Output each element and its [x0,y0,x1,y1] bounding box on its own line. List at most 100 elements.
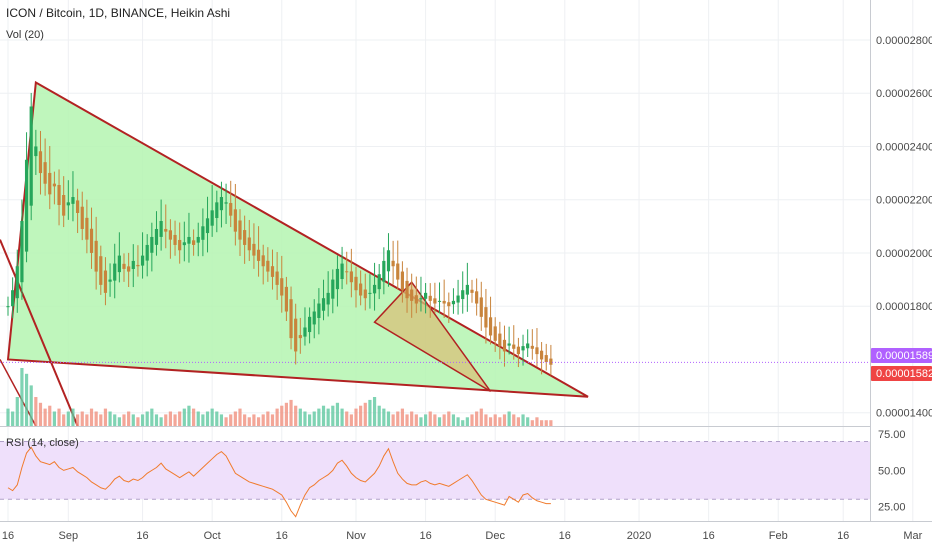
volume-bar [521,414,525,426]
volume-bar [229,414,233,426]
candle-body [252,243,256,256]
volume-bar [331,405,335,426]
candle-body [308,316,312,333]
volume-bar [540,420,544,426]
volume-bar [368,399,372,426]
candle-body [326,292,330,305]
volume-bar [405,414,409,426]
candle-body [386,250,391,272]
price-axis[interactable]: 0.00002800 0.00002600 0.00002400 0.00002200… [876,35,932,420]
volume-bar [247,417,251,426]
candle-body [159,220,163,237]
volume-bar [298,408,302,426]
price-tick-label: 0.00001800 [876,301,932,313]
pattern-drawings[interactable] [0,80,589,427]
candle-body [391,260,395,267]
volume-indicator-label[interactable]: Vol (20) [6,29,44,41]
candle-body [377,274,381,290]
falling-wedge [373,281,492,393]
candle-body [256,249,261,261]
rsi-indicator-label[interactable]: RSI (14, close) [6,437,79,449]
volume-bar [85,414,89,426]
last-price-badge: 0.00001582 [871,366,932,381]
volume-bar [238,408,242,426]
volume-bar [71,408,75,426]
candle-body [349,271,353,283]
volume-bar [391,414,395,426]
candle-body [410,289,414,301]
candle-body [437,300,442,302]
volume-bar [433,414,437,426]
volume-bar [507,411,511,426]
falling-triangle [6,80,589,398]
symbol-title[interactable]: ICON / Bitcoin, 1D, BINANCE, Heikin Ashi [6,6,230,20]
candle-body [243,230,247,245]
candle-body [526,343,530,349]
candle-body [11,290,15,307]
volume-bar [321,405,326,426]
candle-body [442,300,446,304]
volume-bar [159,417,163,426]
candle-body [201,226,205,240]
volume-bar [164,414,168,426]
volume-bar [154,414,159,426]
candle-body [396,263,400,280]
volume-bar [456,417,460,426]
volume-bar [303,411,307,426]
volume-bar [252,414,256,426]
volume-bar [173,414,177,426]
candle-body [280,278,284,296]
volume-bar [150,408,154,426]
candle-body [24,159,29,252]
price-tick-label: 0.00001400 [876,408,932,420]
volume-bar [280,405,284,426]
price-tick-label: 0.00002200 [876,195,932,207]
volume-bar [6,408,10,426]
candle-body [521,346,525,351]
volume-bar [451,414,456,426]
time-tick-label: 16 [419,530,431,542]
candle-body [192,240,196,245]
candle-body [182,242,186,246]
candle-body [66,202,70,206]
candle-body [419,298,423,300]
candle-body [29,106,33,206]
rsi-tick-label: 75.00 [878,429,906,441]
volume-bar [127,411,131,426]
volume-bar [94,411,98,426]
candle-body [238,220,242,240]
candle-body [424,292,428,299]
volume-bar [396,411,400,426]
candle-body [447,302,451,307]
candle-body [187,236,191,244]
volume-bar [219,414,224,426]
volume-bar [400,408,404,426]
rsi-axis[interactable]: 75.00 50.00 25.00 [878,429,906,513]
candle-body [544,355,548,363]
candle-body [335,268,340,290]
candle-body [516,346,520,355]
volume-bar [465,417,469,426]
candle-body [38,151,43,174]
candle-body [414,295,418,304]
time-tick-label: 16 [703,530,715,542]
volume-bar [224,417,228,426]
rsi-tick-label: 50.00 [878,465,906,477]
candle-body [284,286,288,312]
time-tick-label: Oct [204,530,221,542]
volume-bar [363,402,367,426]
candle-body [502,339,507,352]
candle-body [294,318,298,352]
candle-body [331,279,335,299]
volume-bar [382,408,386,426]
volume-bar [11,411,15,426]
price-tick-label: 0.00002400 [876,141,932,153]
volume-bar [113,414,117,426]
candle-body [512,344,516,349]
volume-bar [437,417,442,426]
volume-bar [502,414,507,426]
time-axis[interactable]: 16 Sep 16 Oct 16 Nov 16 Dec 16 2020 16 Feb 16 Mar [2,530,923,542]
candle-body [354,276,358,291]
volume-bar [20,368,24,426]
